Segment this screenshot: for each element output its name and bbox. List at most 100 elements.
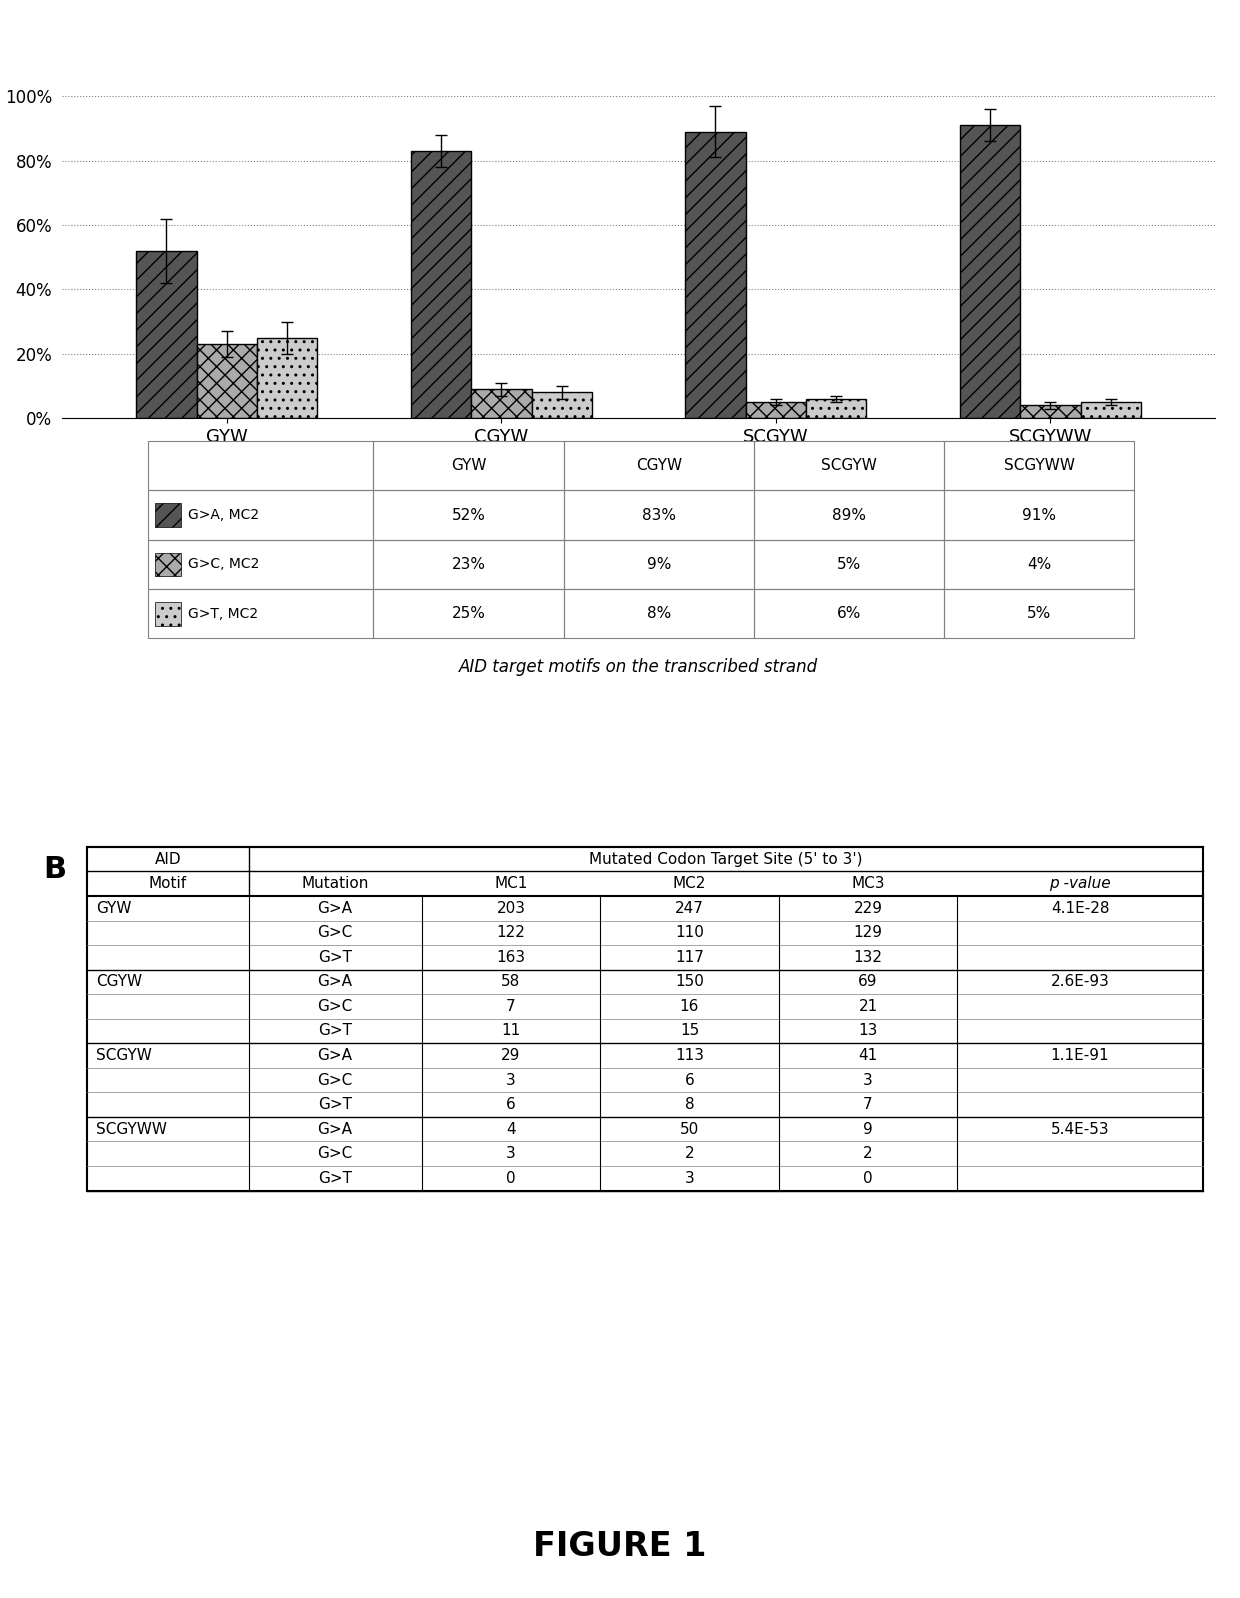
Text: 0: 0: [863, 1171, 873, 1186]
Text: 58: 58: [501, 975, 521, 989]
Text: 8: 8: [684, 1098, 694, 1112]
Text: CGYW: CGYW: [95, 975, 141, 989]
Text: 3: 3: [684, 1171, 694, 1186]
Text: 9: 9: [863, 1122, 873, 1136]
Text: Mutated Codon Target Site (5' to 3'): Mutated Codon Target Site (5' to 3'): [589, 852, 863, 866]
Bar: [564, 491, 754, 540]
Text: MC2: MC2: [673, 876, 706, 892]
Bar: [1081, 403, 1141, 419]
Bar: [155, 602, 181, 625]
Bar: [745, 403, 806, 419]
Text: 1.1E-91: 1.1E-91: [1050, 1048, 1110, 1063]
Text: 5.4E-53: 5.4E-53: [1050, 1122, 1110, 1136]
Text: 11: 11: [501, 1023, 521, 1039]
Text: 29: 29: [501, 1048, 521, 1063]
Bar: [149, 590, 373, 639]
Text: 110: 110: [675, 925, 704, 940]
Bar: [149, 441, 373, 491]
Text: 3: 3: [506, 1146, 516, 1162]
Text: G>C: G>C: [317, 999, 352, 1015]
Text: G>T: G>T: [319, 1023, 352, 1039]
Text: 0: 0: [506, 1171, 516, 1186]
Text: 16: 16: [680, 999, 699, 1015]
Text: GYW: GYW: [451, 459, 486, 473]
Text: B: B: [43, 855, 67, 884]
Bar: [564, 540, 754, 590]
Text: G>A: G>A: [317, 1122, 352, 1136]
Text: CGYW: CGYW: [636, 459, 682, 473]
Bar: [410, 150, 471, 419]
Text: 7: 7: [863, 1098, 873, 1112]
Text: 6: 6: [506, 1098, 516, 1112]
Text: 69: 69: [858, 975, 878, 989]
Bar: [944, 441, 1135, 491]
Bar: [1021, 406, 1081, 419]
Text: 4%: 4%: [1027, 556, 1052, 572]
Text: 5%: 5%: [837, 556, 862, 572]
Text: SCGYW: SCGYW: [95, 1048, 151, 1063]
Bar: [754, 441, 944, 491]
Text: G>T: G>T: [319, 949, 352, 965]
Text: 91%: 91%: [1022, 508, 1056, 523]
Text: 229: 229: [853, 901, 883, 916]
Text: 89%: 89%: [832, 508, 866, 523]
Text: 4.1E-28: 4.1E-28: [1050, 901, 1110, 916]
Text: 3: 3: [863, 1072, 873, 1088]
Text: SCGYW: SCGYW: [821, 459, 877, 473]
Text: G>T: G>T: [319, 1171, 352, 1186]
Text: 8%: 8%: [646, 606, 671, 622]
Text: 122: 122: [496, 925, 526, 940]
Text: G>A, MC2: G>A, MC2: [187, 508, 259, 523]
Bar: [564, 441, 754, 491]
Text: G>C, MC2: G>C, MC2: [187, 558, 259, 572]
Text: 6%: 6%: [837, 606, 862, 622]
Text: MC3: MC3: [851, 876, 885, 892]
Bar: [149, 491, 373, 540]
Text: 2: 2: [863, 1146, 873, 1162]
Text: 2: 2: [684, 1146, 694, 1162]
Text: p -value: p -value: [1049, 876, 1111, 892]
Text: G>C: G>C: [317, 1146, 352, 1162]
Text: 247: 247: [675, 901, 704, 916]
Text: 117: 117: [675, 949, 704, 965]
Text: 4: 4: [506, 1122, 516, 1136]
Text: 163: 163: [496, 949, 526, 965]
Bar: [373, 491, 564, 540]
Text: SCGYWW: SCGYWW: [1004, 459, 1075, 473]
Text: 52%: 52%: [451, 508, 485, 523]
Text: MC1: MC1: [495, 876, 527, 892]
Text: Mutation: Mutation: [301, 876, 368, 892]
Bar: [686, 131, 745, 419]
Text: 13: 13: [858, 1023, 878, 1039]
Bar: [944, 540, 1135, 590]
Bar: [373, 590, 564, 639]
Bar: [944, 590, 1135, 639]
Text: 15: 15: [680, 1023, 699, 1039]
Text: AID: AID: [155, 852, 181, 866]
Text: G>A: G>A: [317, 901, 352, 916]
Text: Motif: Motif: [149, 876, 187, 892]
Text: G>T, MC2: G>T, MC2: [187, 607, 258, 620]
Text: G>C: G>C: [317, 1072, 352, 1088]
Bar: [960, 125, 1021, 419]
Bar: [136, 251, 196, 419]
Text: 9%: 9%: [646, 556, 671, 572]
Text: 3: 3: [506, 1072, 516, 1088]
Text: 50: 50: [680, 1122, 699, 1136]
Bar: [196, 344, 257, 419]
Bar: [373, 441, 564, 491]
Text: AID target motifs on the transcribed strand: AID target motifs on the transcribed str…: [459, 658, 818, 676]
Text: G>C: G>C: [317, 925, 352, 940]
Text: G>A: G>A: [317, 1048, 352, 1063]
Text: 23%: 23%: [451, 556, 486, 572]
Text: 5%: 5%: [1027, 606, 1052, 622]
Text: 203: 203: [496, 901, 526, 916]
Bar: [471, 390, 532, 419]
Text: 41: 41: [858, 1048, 878, 1063]
Bar: [373, 540, 564, 590]
Bar: [754, 590, 944, 639]
Bar: [806, 400, 867, 419]
Text: 6: 6: [684, 1072, 694, 1088]
Text: 2.6E-93: 2.6E-93: [1050, 975, 1110, 989]
Bar: [564, 590, 754, 639]
